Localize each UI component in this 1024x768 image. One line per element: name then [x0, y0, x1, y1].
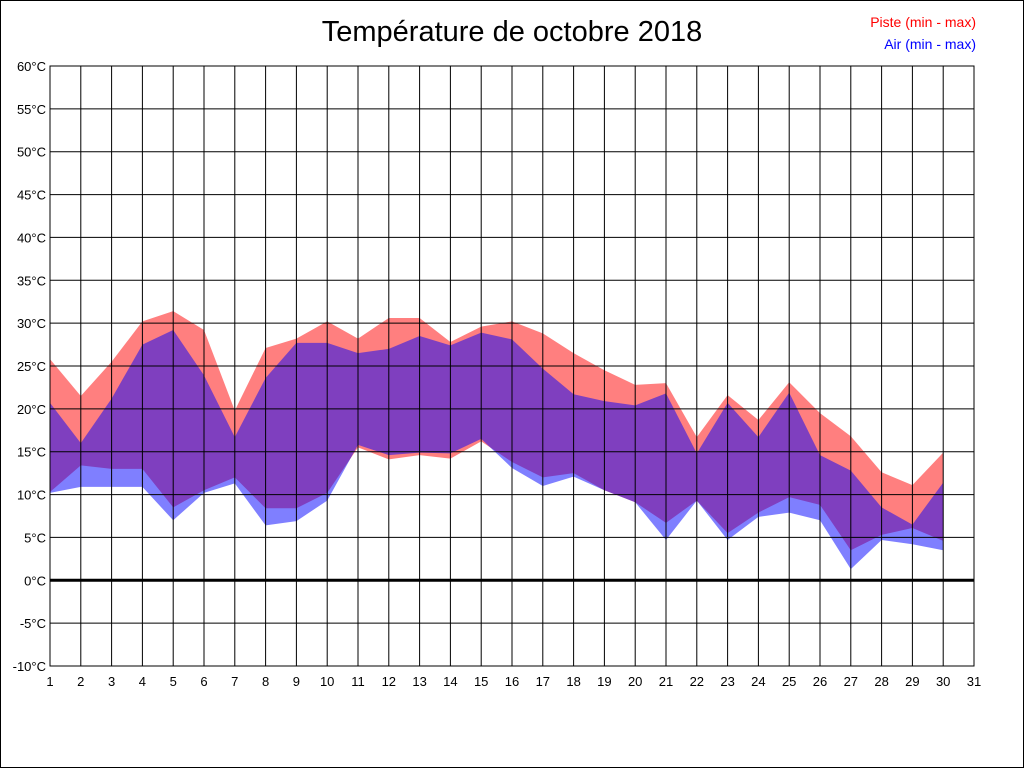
x-tick-label: 18 — [566, 674, 580, 689]
y-tick-label: 45°C — [17, 188, 46, 203]
x-tick-label: 27 — [844, 674, 858, 689]
x-tick-label: 7 — [231, 674, 238, 689]
x-tick-label: 26 — [813, 674, 827, 689]
x-tick-label: 17 — [536, 674, 550, 689]
y-tick-label: 35°C — [17, 273, 46, 288]
x-tick-label: 19 — [597, 674, 611, 689]
x-tick-label: 3 — [108, 674, 115, 689]
x-tick-label: 1 — [46, 674, 53, 689]
x-tick-label: 29 — [905, 674, 919, 689]
chart-title: Température de octobre 2018 — [321, 16, 703, 48]
x-tick-label: 15 — [474, 674, 488, 689]
y-tick-label: 10°C — [17, 488, 46, 503]
y-tick-label: 20°C — [17, 402, 46, 417]
x-tick-label: 6 — [200, 674, 207, 689]
x-tick-label: 8 — [262, 674, 269, 689]
x-tick-label: 22 — [690, 674, 704, 689]
x-tick-label: 20 — [628, 674, 642, 689]
y-tick-label: 50°C — [17, 145, 46, 160]
x-tick-label: 31 — [967, 674, 981, 689]
x-tick-label: 23 — [720, 674, 734, 689]
y-tick-label: 60°C — [17, 59, 46, 74]
x-tick-label: 10 — [320, 674, 334, 689]
y-tick-label: -5°C — [20, 616, 46, 631]
y-tick-label: 30°C — [17, 316, 46, 331]
y-tick-label: 5°C — [24, 530, 46, 545]
x-tick-label: 5 — [170, 674, 177, 689]
x-tick-label: 4 — [139, 674, 146, 689]
legend-piste: Piste (min - max) — [870, 14, 976, 30]
x-tick-label: 25 — [782, 674, 796, 689]
band-air — [50, 330, 944, 570]
y-tick-label: 40°C — [17, 230, 46, 245]
x-tick-label: 16 — [505, 674, 519, 689]
x-tick-label: 12 — [382, 674, 396, 689]
y-tick-label: -10°C — [13, 659, 46, 674]
y-tick-label: 0°C — [24, 573, 46, 588]
x-tick-label: 28 — [874, 674, 888, 689]
x-tick-label: 13 — [412, 674, 426, 689]
x-tick-label: 11 — [351, 674, 365, 689]
x-tick-label: 2 — [77, 674, 84, 689]
x-tick-label: 9 — [293, 674, 300, 689]
x-tick-label: 24 — [751, 674, 765, 689]
plot-border — [49, 65, 975, 667]
y-tick-label: 15°C — [17, 445, 46, 460]
legend-air: Air (min - max) — [884, 36, 976, 52]
x-tick-label: 14 — [443, 674, 457, 689]
y-tick-label: 55°C — [17, 102, 46, 117]
y-tick-label: 25°C — [17, 359, 46, 374]
x-tick-label: 30 — [936, 674, 950, 689]
x-tick-label: 21 — [659, 674, 673, 689]
